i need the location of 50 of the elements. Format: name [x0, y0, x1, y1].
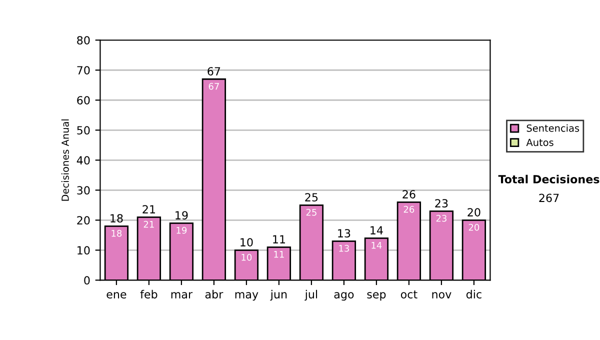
- y-tick-label: 50: [77, 126, 90, 135]
- data-label: 11: [274, 251, 284, 258]
- x-tick-label: oct: [400, 290, 418, 298]
- data-label: 21: [144, 220, 154, 228]
- x-tick-label: ene: [106, 292, 126, 298]
- x-tick-label: mar: [171, 292, 193, 298]
- y-tick-label: 40: [76, 156, 90, 165]
- y-tick-label: 20: [77, 216, 90, 225]
- data-label: 18: [112, 230, 122, 237]
- x-tick-label: nov: [432, 292, 452, 298]
- y-axis-title: Decisiones Anual: [61, 119, 69, 201]
- y-tick-label: 80: [77, 36, 90, 44]
- data-label: 10: [242, 254, 252, 261]
- legend-label: Sentencias: [526, 124, 580, 132]
- text: 267: [539, 194, 559, 202]
- total-label: 14: [370, 226, 383, 234]
- y-tick-label: 30: [77, 186, 90, 195]
- x-tick-label: sep: [367, 292, 386, 301]
- x-tick-label: ago: [334, 292, 354, 301]
- data-label: 20: [468, 224, 480, 231]
- legend-label: Autos: [526, 138, 554, 146]
- x-tick-label: feb: [140, 290, 158, 298]
- total-label: 67: [208, 67, 220, 76]
- total-label: 21: [142, 205, 155, 214]
- total-label: 26: [402, 190, 416, 198]
- data-label: 25: [306, 208, 316, 216]
- x-tick-label: jun: [270, 290, 287, 301]
- total-label: 10: [240, 238, 253, 246]
- x-tick-label: dic: [466, 290, 482, 298]
- y-tick-label: 10: [78, 246, 90, 255]
- x-tick-label: abr: [205, 290, 224, 298]
- total-label: 11: [273, 235, 285, 244]
- data-label: 23: [436, 214, 446, 222]
- y-tick-label: 60: [77, 96, 90, 105]
- total-label: 19: [176, 211, 188, 220]
- data-label: 26: [404, 206, 414, 213]
- total-label: 20: [468, 208, 480, 216]
- data-label: 13: [339, 244, 349, 252]
- x-tick-label: jul: [304, 290, 318, 301]
- total-label: 18: [110, 214, 123, 222]
- y-tick-label: 0: [84, 276, 90, 285]
- y-tick-label: 70: [77, 66, 90, 75]
- text: Total Decisiones: [498, 174, 600, 184]
- total-label: 25: [305, 193, 318, 202]
- total-label: 13: [338, 229, 350, 238]
- data-label: 67: [208, 82, 219, 90]
- data-label: 14: [372, 242, 382, 249]
- x-tick-label: may: [235, 292, 258, 301]
- data-label: 19: [176, 226, 187, 234]
- total-label: 23: [435, 199, 448, 208]
